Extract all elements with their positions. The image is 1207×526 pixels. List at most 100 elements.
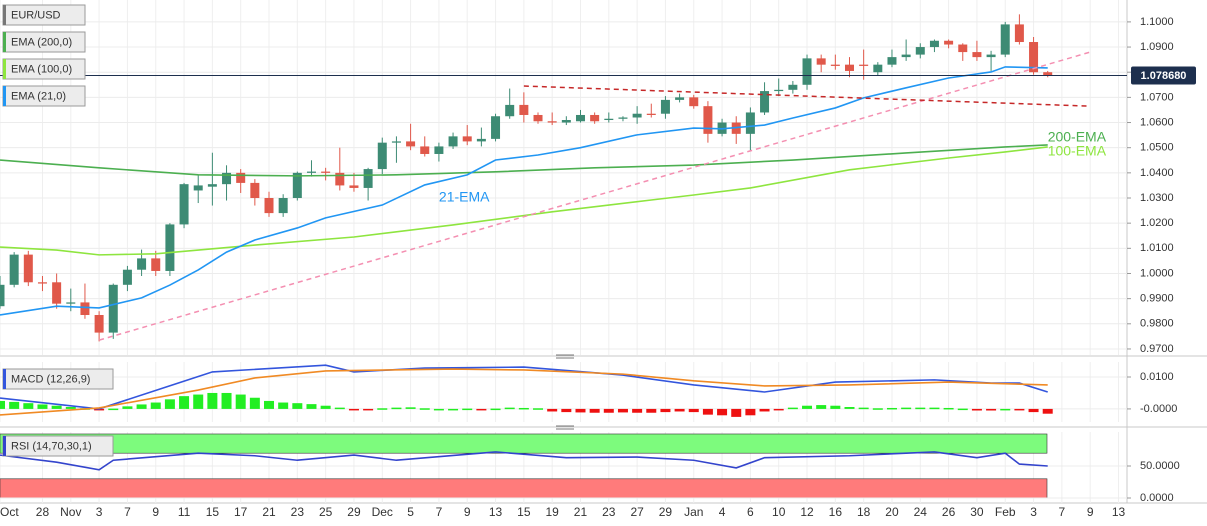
- macd-histogram-bar: [575, 408, 586, 413]
- macd-histogram-bar: [773, 408, 784, 411]
- candle-body: [929, 40, 939, 48]
- candle-body: [321, 171, 331, 173]
- y-tick-label: 1.0000: [1140, 267, 1174, 279]
- macd-histogram-bar: [717, 408, 728, 416]
- macd-histogram-bar: [886, 407, 897, 410]
- macd-histogram-bar: [377, 408, 388, 410]
- x-tick-label: Jan: [684, 505, 703, 519]
- x-tick-label: 9: [152, 505, 159, 519]
- macd-histogram-bar: [858, 407, 869, 410]
- candle-body: [207, 184, 217, 187]
- candle-body: [66, 302, 76, 304]
- candle-body: [151, 258, 161, 271]
- candle-body: [944, 40, 954, 45]
- x-tick-label: 24: [914, 505, 928, 519]
- macd-histogram-bar: [264, 400, 275, 409]
- candle-body: [1043, 72, 1053, 76]
- macd-histogram-bar: [278, 402, 289, 409]
- x-tick-label: 16: [829, 505, 843, 519]
- resize-grip[interactable]: [556, 354, 574, 359]
- candle-body: [406, 141, 416, 147]
- candle-body: [0, 284, 5, 307]
- legend-label: RSI (14,70,30,1): [11, 440, 92, 452]
- macd-histogram-bar: [249, 397, 260, 409]
- macd-histogram-bar: [561, 408, 572, 413]
- macd-histogram-bar: [207, 392, 218, 409]
- candle-body: [887, 57, 897, 65]
- macd-histogram-bar: [872, 408, 883, 410]
- y-tick-label: 1.0400: [1140, 167, 1174, 179]
- candle-body: [434, 146, 444, 154]
- macd-histogram-bar: [702, 408, 713, 415]
- ema-line: [0, 144, 1048, 177]
- macd-histogram-bar: [136, 404, 147, 409]
- candle-body: [476, 138, 486, 142]
- candle-body: [363, 169, 373, 188]
- candle-body: [37, 282, 47, 284]
- x-tick-label: 30: [970, 505, 984, 519]
- macd-histogram-bar: [235, 394, 246, 409]
- candle-body: [703, 106, 713, 134]
- legend-swatch: [3, 436, 6, 456]
- macd-histogram-bar: [533, 408, 544, 410]
- macd-histogram-bar: [986, 408, 997, 411]
- trend-line: [523, 85, 1091, 107]
- macd-histogram-bar: [348, 408, 359, 411]
- x-tick-label: 7: [124, 505, 131, 519]
- macd-histogram-bar: [448, 408, 459, 411]
- macd-histogram-bar: [802, 405, 813, 409]
- macd-histogram-bar: [23, 403, 34, 409]
- candle-body: [179, 184, 189, 225]
- candle-body: [1000, 24, 1010, 55]
- x-tick-label: 13: [1112, 505, 1126, 519]
- candle-body: [94, 314, 104, 333]
- macd-histogram-bar: [674, 408, 685, 412]
- macd-histogram-bar: [1028, 408, 1039, 413]
- macd-histogram-bar: [901, 407, 912, 410]
- macd-histogram-bar: [830, 405, 841, 409]
- y-tick-label: 1.0500: [1140, 142, 1174, 154]
- candle-body: [972, 52, 982, 58]
- candle-body: [236, 172, 246, 183]
- candle-body: [80, 302, 90, 315]
- x-tick-label: 5: [407, 505, 414, 519]
- candle-body: [222, 172, 232, 185]
- x-tick-label: 9: [1087, 505, 1094, 519]
- candle-body: [349, 185, 359, 188]
- rsi-band: [0, 433, 1048, 454]
- resize-grip[interactable]: [556, 425, 574, 430]
- candle-body: [391, 141, 401, 143]
- macd-histogram-bar: [221, 392, 232, 409]
- x-tick-label: 13: [489, 505, 503, 519]
- macd-histogram-bar: [603, 408, 614, 413]
- macd-histogram-bar: [759, 408, 770, 412]
- y-tick-label: 0.9900: [1140, 293, 1174, 305]
- candle-body: [9, 254, 19, 285]
- candle-body: [462, 136, 472, 142]
- macd-histogram-bar: [971, 408, 982, 411]
- macd-histogram-bar: [363, 408, 374, 411]
- candle-body: [137, 258, 147, 270]
- macd-histogram-bar: [1014, 408, 1025, 411]
- candle-body: [264, 198, 274, 214]
- macd-histogram-bar: [745, 408, 756, 416]
- x-tick-label: 18: [857, 505, 871, 519]
- macd-histogram-bar: [9, 401, 20, 409]
- candle-body: [306, 171, 316, 173]
- macd-histogram-bar: [731, 408, 742, 417]
- macd-histogram-bar: [292, 403, 303, 409]
- x-tick-label: 27: [630, 505, 644, 519]
- y-tick-label: 1.0900: [1140, 41, 1174, 53]
- macd-line: [0, 368, 1048, 416]
- candle-body: [760, 91, 770, 113]
- y-tick-label: 50.0000: [1140, 460, 1180, 472]
- y-tick-label: 1.0100: [1140, 242, 1174, 254]
- candle-body: [859, 64, 869, 66]
- macd-histogram-bar: [915, 407, 926, 410]
- x-tick-label: 29: [659, 505, 673, 519]
- candle-body: [165, 224, 175, 271]
- macd-histogram-bar: [646, 408, 657, 413]
- last-price-label: 1.078680: [1141, 70, 1187, 82]
